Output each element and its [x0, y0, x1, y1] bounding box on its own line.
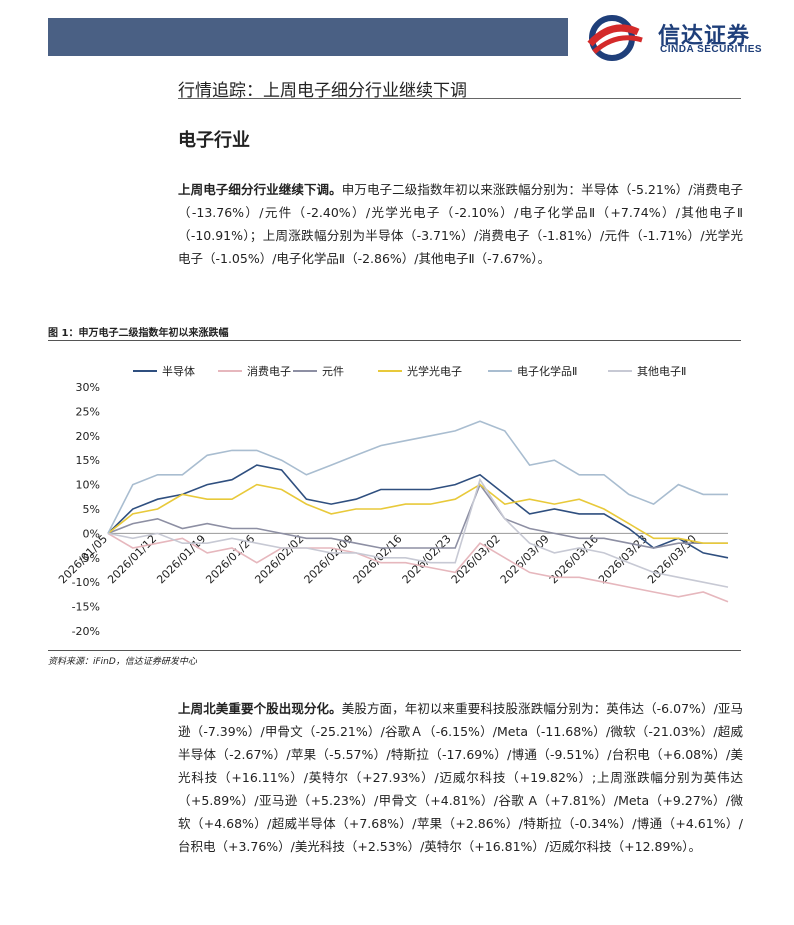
legend-label: 半导体: [162, 364, 195, 378]
x-tick-label: 2026/03/23: [596, 532, 650, 586]
y-tick-label: 25%: [76, 405, 100, 418]
x-tick-label: 2026/01/12: [105, 532, 159, 586]
figure-top-rule: [48, 340, 741, 341]
y-tick-label: -20%: [72, 625, 100, 638]
legend-label: 电子化学品Ⅱ: [517, 364, 577, 378]
x-tick-label: 2026/02/16: [351, 532, 405, 586]
y-tick-label: 30%: [76, 381, 100, 394]
paragraph-lead: 上周电子细分行业继续下调。: [178, 182, 342, 197]
legend-label: 元件: [322, 365, 344, 378]
figure-source: 资料来源：iFinD，信达证券研发中心: [48, 657, 197, 667]
figure-bottom-rule: [48, 650, 741, 651]
x-tick-label: 2026/02/23: [400, 532, 454, 586]
y-tick-label: 20%: [76, 430, 100, 443]
series-line-6: [107, 477, 729, 588]
section-title: 行情追踪：上周电子细分行业继续下调: [178, 81, 467, 101]
logo-text-cn: 信达证券: [658, 24, 751, 49]
figure-title: 图 1：申万电子二级指数年初以来涨跌幅: [48, 328, 229, 339]
cinda-logo-icon: [587, 15, 643, 61]
x-tick-label: 2026/02/09: [302, 532, 356, 586]
x-tick-label: 2026/01/19: [154, 532, 208, 586]
x-tick-label: 2026/01/26: [203, 532, 257, 586]
legend-label: 其他电子Ⅱ: [637, 365, 686, 378]
y-tick-label: 10%: [76, 479, 100, 492]
series-line-1: [107, 464, 729, 559]
section-divider: [178, 98, 741, 99]
series-line-5: [107, 420, 728, 534]
paragraph-body: 美股方面，年初以来重要科技股涨跌幅分别为：英伟达（-6.07%）/亚马逊（-7.…: [178, 701, 743, 854]
paragraph-us-stocks: 上周北美重要个股出现分化。美股方面，年初以来重要科技股涨跌幅分别为：英伟达（-6…: [178, 697, 743, 858]
x-tick-label: 2026/03/16: [547, 532, 601, 586]
legend-label: 消费电子: [247, 364, 291, 378]
y-tick-label: 5%: [83, 503, 100, 516]
line-chart: 30% 25% 20% 15% 10% 5% 0% -5% -10% -15% -20% 2026/0…: [56, 364, 729, 638]
logo-text-en: CINDA SECURITIES: [660, 44, 763, 55]
y-tick-label: -10%: [72, 576, 100, 589]
series-line-3: [107, 482, 728, 549]
legend-label: 光学光电子: [407, 364, 462, 378]
x-tick-label: 2026/02/02: [252, 532, 306, 586]
y-tick-label: -5%: [79, 552, 100, 565]
paragraph-sector: 上周电子细分行业继续下调。申万电子二级指数年初以来涨跌幅分别为：半导体（-5.2…: [178, 178, 743, 270]
paragraph-body: 申万电子二级指数年初以来涨跌幅分别为：半导体（-5.21%）/消费电子（-13.…: [178, 182, 743, 266]
series-line-4: [107, 483, 728, 544]
y-tick-label: -15%: [72, 601, 100, 614]
series-line-2: [107, 532, 729, 603]
y-tick-label: 15%: [76, 454, 100, 467]
page-heading: 电子行业: [178, 130, 250, 151]
y-tick-label: 0%: [83, 527, 100, 540]
header-bar: [48, 18, 568, 56]
paragraph-lead: 上周北美重要个股出现分化。: [178, 701, 342, 716]
